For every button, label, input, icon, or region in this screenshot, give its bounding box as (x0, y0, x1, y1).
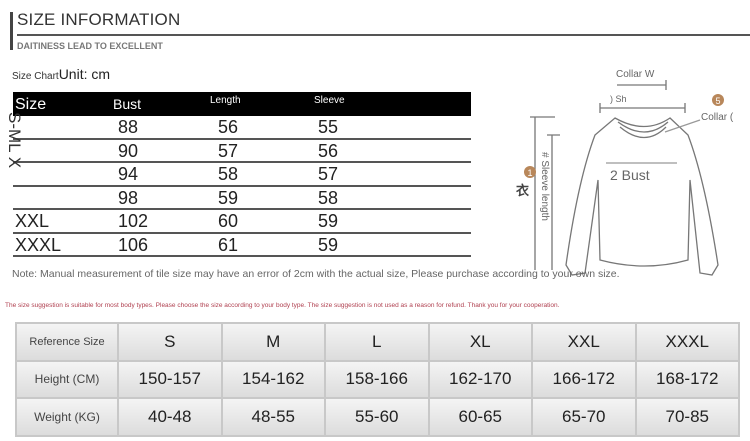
length-cell: 60 (218, 211, 239, 231)
col-bust: Bust (113, 96, 142, 112)
subtitle: DAITINESS LEAD TO EXCELLENT (17, 41, 163, 51)
reference-cell: 40-48 (117, 397, 223, 437)
col-size: Size (15, 96, 47, 113)
reference-cell: L (324, 322, 430, 362)
vertical-size-label: S-ML X (5, 112, 24, 169)
bust-cell: 90 (118, 140, 139, 161)
sleeve-cell: 56 (318, 140, 339, 161)
bust-cell: 102 (118, 211, 149, 231)
length-cell: 58 (218, 164, 239, 184)
page-title: SIZE INFORMATION (17, 10, 181, 29)
reference-cell: 162-170 (427, 359, 533, 399)
marker-1 (524, 166, 536, 178)
header-label: Reference Size (15, 322, 119, 362)
table-row: 90 57 56 (13, 140, 471, 163)
reference-header-row: Reference Size S M L XL XXL XXXL (15, 322, 740, 362)
reference-cell: M (220, 322, 326, 362)
marker-5 (712, 94, 724, 106)
length-cell: 56 (218, 117, 239, 137)
height-row: Height (CM) 150-157 154-162 158-166 162-170 1… (15, 359, 740, 399)
marker-1-text: 1 (527, 168, 532, 178)
sleeve-cell: 58 (318, 187, 339, 208)
sleeve-length-label: # Sleeve length (539, 152, 550, 221)
table-row: 94 58 57 (13, 163, 471, 187)
reference-cell: 158-166 (324, 359, 430, 399)
col-length: Length (210, 95, 241, 106)
shoulder-label: ) Sh (610, 94, 627, 104)
table-header: Size Bust Length Sleeve (13, 92, 471, 116)
collar-label: Collar ( (701, 112, 734, 123)
reference-cell: 166-172 (531, 359, 637, 399)
reference-cell: 48-55 (220, 397, 326, 437)
bust-cell: 88 (118, 117, 139, 137)
collar-width-label: Collar W (616, 69, 655, 80)
table-row: 88 56 55 (13, 116, 471, 140)
bust-label: 2 Bust (610, 167, 650, 183)
sweater-diagram: 1 5 (524, 80, 724, 276)
reference-cell: XXL (531, 322, 637, 362)
sleeve-cell: 57 (318, 164, 339, 184)
reference-size-table: Reference Size S M L XL XXL XXXL Height (CM) 15… (15, 322, 740, 437)
size-cell: XXL (15, 211, 50, 231)
reference-cell: XXXL (634, 322, 740, 362)
sleeve-cell: 59 (318, 211, 339, 231)
size-suggestion: The size suggestion is suitable for most… (5, 302, 560, 309)
divider (17, 34, 750, 36)
reference-cell: 168-172 (634, 359, 740, 399)
marker-5-text: 5 (715, 96, 720, 106)
reference-cell: 70-85 (634, 397, 740, 437)
reference-cell: XL (427, 322, 533, 362)
unit-label: Unit: cm (58, 66, 111, 82)
title-accent-bar (10, 12, 13, 50)
weight-row: Weight (KG) 40-48 48-55 55-60 60-65 65-70 70-8… (15, 397, 740, 437)
table-row: 98 59 58 (13, 187, 471, 210)
length-cell: 59 (218, 187, 239, 208)
sleeve-cell: 55 (318, 117, 339, 137)
reference-cell: 150-157 (117, 359, 223, 399)
length-cell: 57 (218, 140, 239, 161)
reference-cell: 55-60 (324, 397, 430, 437)
sweater-outline (565, 117, 719, 276)
reference-cell: 65-70 (531, 397, 637, 437)
table-row: XXXL 106 61 59 (13, 234, 471, 257)
col-sleeve: Sleeve (314, 95, 345, 106)
sleeve-cell: 59 (318, 234, 339, 255)
bust-cell: 94 (118, 164, 139, 184)
bust-cell: 98 (118, 187, 139, 208)
bust-cell: 106 (118, 234, 149, 255)
chart-label: Size Chart (12, 71, 59, 82)
weight-label: Weight (KG) (15, 397, 119, 437)
table-row: XXL 102 60 59 (13, 210, 471, 234)
reference-cell: 60-65 (427, 397, 533, 437)
size-table: Size Bust Length Sleeve 88 56 55 90 57 56 94 58… (13, 92, 471, 257)
length-cell: 61 (218, 234, 239, 255)
reference-cell: S (117, 322, 223, 362)
size-chart-label: Size ChartUnit: cm (12, 66, 110, 82)
size-cell: XXXL (15, 234, 62, 255)
reference-cell: 154-162 (220, 359, 326, 399)
height-label: Height (CM) (15, 359, 119, 399)
measurement-note: Note: Manual measurement of tile size ma… (12, 268, 620, 280)
length-label: 衣 (516, 183, 530, 198)
